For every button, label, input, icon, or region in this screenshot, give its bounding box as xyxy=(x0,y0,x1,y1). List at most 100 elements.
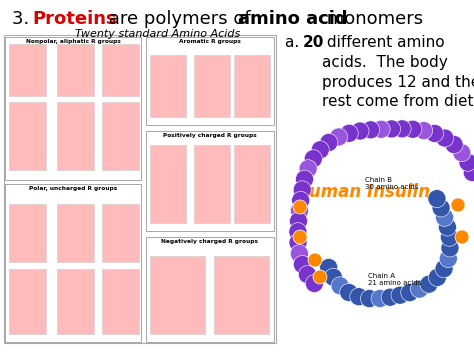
Circle shape xyxy=(438,218,456,236)
Text: Twenty standard Amino Acids: Twenty standard Amino Acids xyxy=(75,29,240,39)
Circle shape xyxy=(371,289,389,307)
Circle shape xyxy=(299,266,317,284)
Circle shape xyxy=(393,120,411,138)
Circle shape xyxy=(331,277,349,295)
Circle shape xyxy=(291,202,309,220)
Circle shape xyxy=(436,208,454,226)
Circle shape xyxy=(459,153,474,171)
Text: Human Insulin: Human Insulin xyxy=(295,183,430,201)
Circle shape xyxy=(324,268,342,286)
Circle shape xyxy=(362,121,380,139)
Text: Chain B
30 amino acids: Chain B 30 amino acids xyxy=(365,177,419,190)
Circle shape xyxy=(410,280,428,298)
Text: 20: 20 xyxy=(303,35,324,50)
FancyBboxPatch shape xyxy=(57,44,94,96)
Circle shape xyxy=(455,230,469,244)
Text: Proteins: Proteins xyxy=(32,10,117,28)
Circle shape xyxy=(289,223,307,241)
FancyBboxPatch shape xyxy=(234,145,270,223)
Circle shape xyxy=(441,239,459,257)
Circle shape xyxy=(340,283,358,301)
FancyBboxPatch shape xyxy=(194,145,230,223)
Circle shape xyxy=(360,290,378,307)
FancyBboxPatch shape xyxy=(9,204,46,262)
Circle shape xyxy=(308,253,322,267)
Circle shape xyxy=(329,128,347,146)
Text: Negatively charged R groups: Negatively charged R groups xyxy=(162,239,258,244)
Circle shape xyxy=(463,164,474,181)
Circle shape xyxy=(293,200,307,214)
Circle shape xyxy=(311,141,329,159)
FancyBboxPatch shape xyxy=(102,269,139,334)
Text: Chain A
21 amino acids: Chain A 21 amino acids xyxy=(368,273,421,286)
Circle shape xyxy=(415,122,433,140)
Circle shape xyxy=(320,133,338,152)
FancyBboxPatch shape xyxy=(146,131,274,231)
Circle shape xyxy=(401,284,419,302)
Circle shape xyxy=(428,268,447,286)
Circle shape xyxy=(426,124,444,142)
FancyBboxPatch shape xyxy=(102,204,139,262)
FancyBboxPatch shape xyxy=(5,184,141,342)
FancyBboxPatch shape xyxy=(150,55,186,117)
Circle shape xyxy=(440,228,458,246)
Circle shape xyxy=(372,120,390,138)
Circle shape xyxy=(445,136,463,154)
FancyBboxPatch shape xyxy=(57,102,94,170)
Circle shape xyxy=(432,199,450,217)
FancyBboxPatch shape xyxy=(5,37,141,180)
FancyBboxPatch shape xyxy=(9,269,46,334)
Circle shape xyxy=(428,190,446,208)
FancyBboxPatch shape xyxy=(234,55,270,117)
Circle shape xyxy=(383,120,401,138)
Text: different amino
acids.  The body
produces 12 and the
rest come from diet: different amino acids. The body produces… xyxy=(322,35,474,109)
FancyBboxPatch shape xyxy=(102,44,139,96)
Circle shape xyxy=(304,150,322,168)
FancyBboxPatch shape xyxy=(102,102,139,170)
FancyBboxPatch shape xyxy=(4,35,276,343)
Circle shape xyxy=(391,286,409,304)
Circle shape xyxy=(289,234,307,252)
Circle shape xyxy=(381,288,399,306)
Circle shape xyxy=(435,260,453,278)
FancyBboxPatch shape xyxy=(146,237,274,342)
Circle shape xyxy=(293,181,311,199)
Circle shape xyxy=(451,198,465,212)
Text: 3.: 3. xyxy=(12,10,35,28)
FancyBboxPatch shape xyxy=(150,145,186,223)
FancyBboxPatch shape xyxy=(150,256,205,334)
Circle shape xyxy=(340,124,358,142)
Circle shape xyxy=(292,191,310,209)
Text: monomers: monomers xyxy=(321,10,423,28)
Circle shape xyxy=(439,250,457,268)
Circle shape xyxy=(290,212,308,230)
Text: Aromatic R groups: Aromatic R groups xyxy=(179,39,241,44)
Circle shape xyxy=(299,160,317,178)
Text: are polymers of: are polymers of xyxy=(103,10,256,28)
Circle shape xyxy=(420,275,438,293)
FancyBboxPatch shape xyxy=(214,256,269,334)
Text: Positively charged R groups: Positively charged R groups xyxy=(163,133,257,138)
Circle shape xyxy=(293,230,307,244)
Circle shape xyxy=(436,129,454,147)
FancyBboxPatch shape xyxy=(57,204,94,262)
Text: amino acid: amino acid xyxy=(238,10,347,28)
Circle shape xyxy=(291,245,309,263)
FancyBboxPatch shape xyxy=(9,44,46,96)
Circle shape xyxy=(453,144,471,162)
Text: Polar, uncharged R groups: Polar, uncharged R groups xyxy=(29,186,117,191)
Circle shape xyxy=(313,270,327,284)
Text: a.: a. xyxy=(285,35,304,50)
Circle shape xyxy=(305,274,323,293)
FancyBboxPatch shape xyxy=(9,102,46,170)
Text: Nonpolar, aliphatic R groups: Nonpolar, aliphatic R groups xyxy=(26,39,120,44)
Circle shape xyxy=(319,258,337,277)
FancyBboxPatch shape xyxy=(194,55,230,117)
Circle shape xyxy=(351,122,369,140)
Circle shape xyxy=(350,288,368,306)
FancyBboxPatch shape xyxy=(57,269,94,334)
Circle shape xyxy=(295,170,313,188)
Circle shape xyxy=(404,120,422,138)
Circle shape xyxy=(293,256,311,273)
FancyBboxPatch shape xyxy=(146,37,274,125)
